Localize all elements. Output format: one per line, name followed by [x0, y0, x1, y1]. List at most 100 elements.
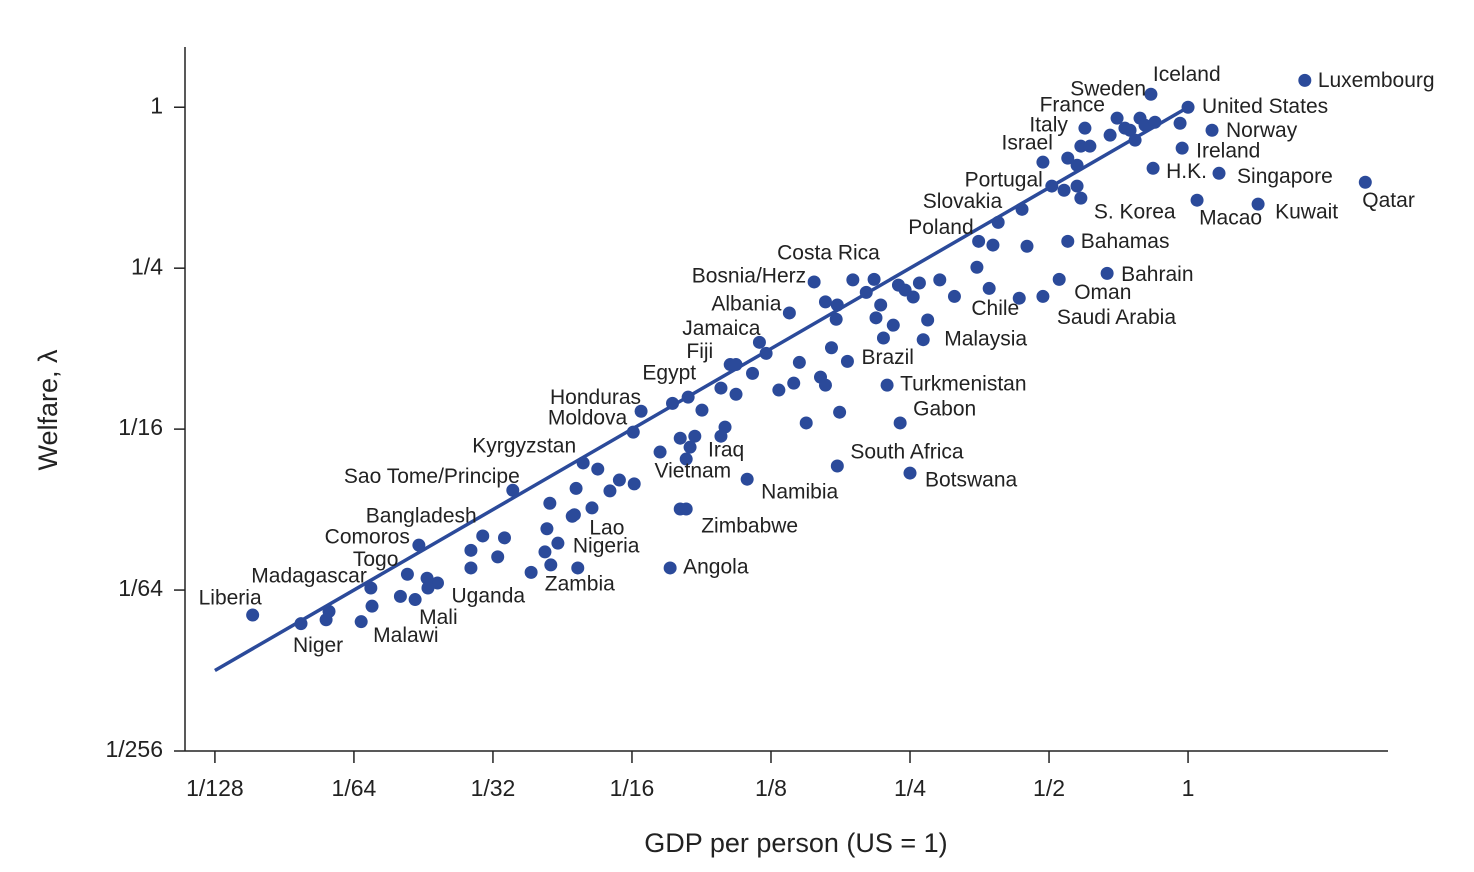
point	[1061, 234, 1075, 248]
point	[1020, 239, 1034, 253]
point	[1205, 123, 1219, 137]
point-label: Zimbabwe	[701, 515, 798, 538]
point	[294, 617, 308, 631]
point	[787, 376, 801, 390]
point-label: Turkmenistan	[900, 373, 1026, 396]
point	[1190, 193, 1204, 207]
point	[921, 313, 935, 327]
point-label: Egypt	[642, 362, 696, 385]
point-label: Angola	[683, 556, 749, 579]
point	[903, 466, 917, 480]
point	[364, 581, 378, 595]
point	[714, 381, 728, 395]
point-label: Lao	[589, 516, 624, 539]
point-label: Albania	[711, 292, 781, 315]
point	[421, 581, 435, 595]
point	[912, 276, 926, 290]
point	[695, 403, 709, 417]
point	[1070, 158, 1084, 172]
point-label: Moldova	[548, 407, 628, 430]
point-label: Fiji	[686, 340, 713, 363]
x-tick-label: 1/32	[471, 775, 516, 801]
point	[933, 273, 947, 287]
point	[430, 576, 444, 590]
point	[982, 281, 996, 295]
point	[1358, 175, 1372, 189]
point-label: Mali	[419, 606, 458, 629]
point	[740, 472, 754, 486]
point	[1083, 139, 1097, 153]
point	[1146, 161, 1160, 175]
point	[497, 531, 511, 545]
point-label: Bahamas	[1081, 230, 1170, 253]
point-label: Kuwait	[1275, 201, 1338, 224]
point	[1074, 191, 1088, 205]
point	[673, 431, 687, 445]
point-label: Qatar	[1362, 189, 1415, 212]
point-label: Bangladesh	[366, 505, 477, 528]
point	[565, 509, 579, 523]
point	[1144, 87, 1158, 101]
point-label: Brazil	[861, 346, 914, 369]
point	[830, 459, 844, 473]
point	[1045, 179, 1059, 193]
x-tick-label: 1/4	[894, 775, 926, 801]
point	[538, 545, 552, 559]
point	[464, 543, 478, 557]
point	[729, 358, 743, 372]
x-tick-label: 1/8	[755, 775, 787, 801]
point	[1036, 155, 1050, 169]
point-label: Madagascar	[251, 565, 367, 588]
point	[1298, 73, 1312, 87]
x-tick-label: 1/64	[332, 775, 377, 801]
point	[683, 440, 697, 454]
point	[818, 295, 832, 309]
point-label: Chile	[971, 297, 1019, 320]
point-label: Luxembourg	[1318, 69, 1435, 92]
point-label: Namibia	[761, 481, 838, 504]
point-label: H.K.	[1166, 160, 1207, 183]
point	[1057, 183, 1071, 197]
point-label: Portugal	[965, 169, 1043, 192]
point	[626, 425, 640, 439]
point	[1074, 139, 1088, 153]
point	[1181, 100, 1195, 114]
point	[612, 473, 626, 487]
point-label: Israel	[1002, 132, 1053, 155]
point	[874, 298, 888, 312]
point-label: S. Korea	[1094, 201, 1176, 224]
point	[1148, 115, 1162, 129]
point	[1212, 166, 1226, 180]
point-label: Oman	[1074, 281, 1131, 304]
point	[393, 589, 407, 603]
point-label: Botswana	[925, 469, 1018, 492]
point	[464, 561, 478, 575]
point	[818, 378, 832, 392]
point	[1138, 118, 1152, 132]
point-label: Uganda	[451, 585, 525, 608]
point-label: Bosnia/Herz	[692, 265, 806, 288]
point	[714, 429, 728, 443]
point	[1078, 121, 1092, 135]
point	[833, 405, 847, 419]
x-axis-title: GDP per person (US = 1)	[644, 828, 947, 858]
point	[576, 456, 590, 470]
point	[663, 561, 677, 575]
point-label: Poland	[908, 216, 973, 239]
point-label: Italy	[1029, 114, 1068, 137]
point	[859, 285, 873, 299]
point	[1251, 197, 1265, 211]
y-axis-title: Welfare, λ	[33, 349, 63, 471]
point	[1175, 141, 1189, 155]
point	[354, 615, 368, 629]
point	[1012, 291, 1026, 305]
point	[1015, 202, 1029, 216]
point	[772, 383, 786, 397]
point	[476, 529, 490, 543]
y-tick-label: 1/64	[118, 575, 163, 601]
point-label: Iraq	[708, 439, 744, 462]
point-label: Sao Tome/Principe	[344, 465, 520, 488]
point-label: Slovakia	[923, 190, 1003, 213]
point	[729, 387, 743, 401]
